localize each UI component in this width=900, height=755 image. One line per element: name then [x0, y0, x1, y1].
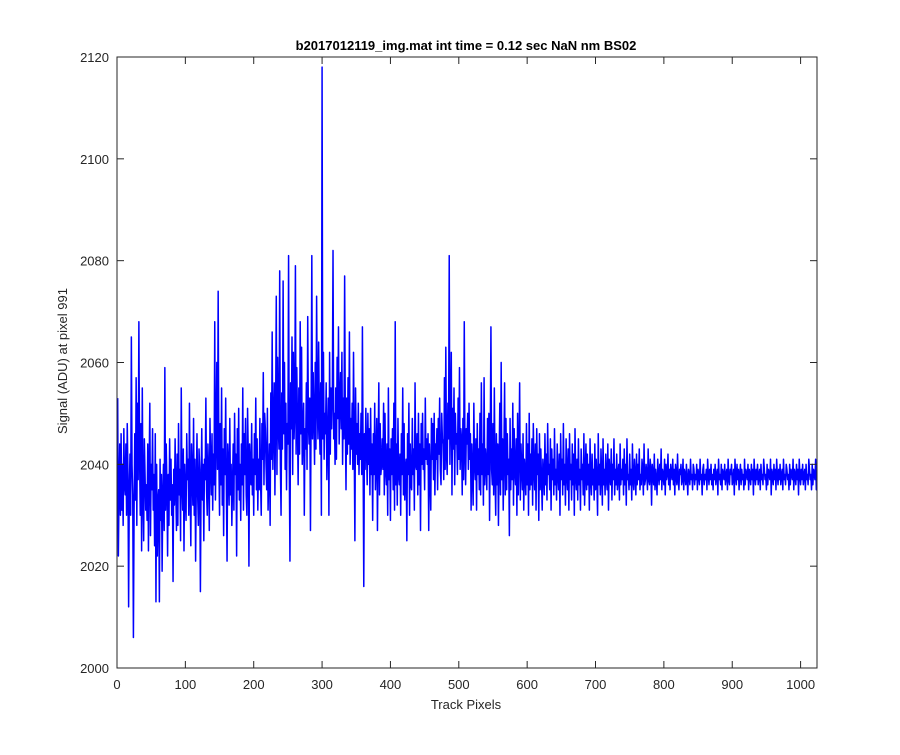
x-tick-label: 100	[175, 677, 197, 692]
x-tick-label: 400	[380, 677, 402, 692]
y-axis-label: Signal (ADU) at pixel 991	[55, 288, 70, 434]
chart-title: b2017012119_img.mat int time = 0.12 sec …	[296, 38, 637, 53]
x-tick-label: 0	[113, 677, 120, 692]
x-tick-label: 900	[721, 677, 743, 692]
series-layer	[117, 66, 817, 639]
x-tick-label: 300	[311, 677, 333, 692]
x-tick-label: 1000	[786, 677, 815, 692]
axes-layer: 0 100 200 300 400 500 600 700 800 900 1000 2000 2020…	[80, 50, 818, 692]
x-axis-label: Track Pixels	[431, 697, 502, 712]
y-tick-label: 2040	[80, 457, 109, 472]
y-tick-label: 2080	[80, 254, 109, 269]
x-tick-label: 600	[516, 677, 538, 692]
plot-area	[117, 57, 817, 668]
y-tick-label: 2000	[80, 661, 109, 676]
x-tick-label: 500	[448, 677, 470, 692]
x-tick-label: 800	[653, 677, 675, 692]
y-tick-label: 2120	[80, 50, 109, 65]
x-tick-label: 200	[243, 677, 265, 692]
x-tick-label: 700	[585, 677, 607, 692]
series-line-0	[117, 66, 817, 639]
y-tick-label: 2100	[80, 152, 109, 167]
y-tick-label: 2060	[80, 356, 109, 371]
y-tick-label: 2020	[80, 559, 109, 574]
